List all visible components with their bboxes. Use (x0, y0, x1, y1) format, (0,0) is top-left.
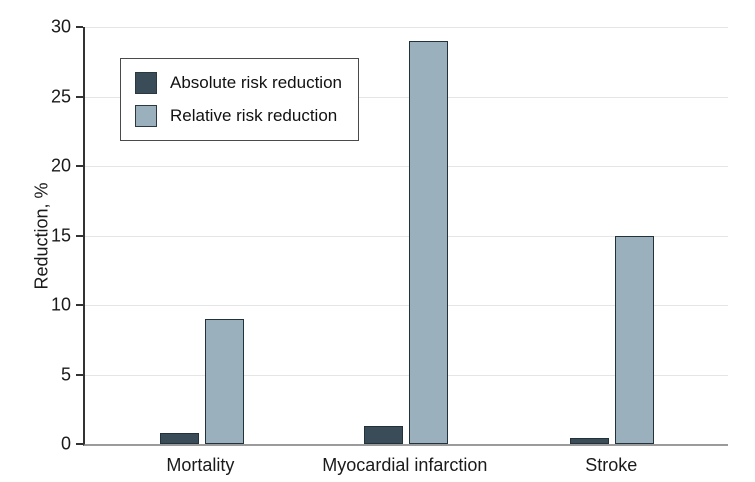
legend-entry-relative: Relative risk reduction (135, 105, 342, 127)
gridline (85, 374, 728, 376)
bar-absolute-stroke (569, 438, 609, 444)
gridline (85, 305, 728, 307)
bar-absolute-mortality (160, 432, 200, 444)
x-label-mortality: Mortality (166, 455, 235, 475)
y-tick-mark (76, 373, 83, 376)
legend-label-relative: Relative risk reduction (170, 106, 338, 125)
y-tick-mark (76, 234, 83, 237)
bar-relative-stroke (614, 235, 654, 444)
legend-swatch-absolute (135, 72, 157, 94)
gridline (85, 166, 728, 168)
legend-entry-absolute: Absolute risk reduction (135, 72, 342, 94)
y-tick-label: 0 (60, 433, 71, 454)
gridline (85, 96, 728, 98)
bar-relative-myocardial-infarction (408, 40, 448, 444)
bar-absolute-myocardial-infarction (363, 425, 403, 444)
legend-label-absolute: Absolute risk reduction (170, 73, 342, 92)
bar-relative-mortality (205, 318, 245, 444)
y-tick-label: 30 (50, 16, 71, 37)
y-tick-label: 25 (50, 86, 71, 106)
legend: Absolute risk reduction Relative risk re… (120, 58, 359, 141)
x-label-stroke: Stroke (585, 455, 638, 475)
y-tick-label: 5 (60, 364, 71, 385)
plot-area: 0 5 10 15 20 25 30 Absolute risk reduction Rel… (51, 17, 728, 454)
y-tick-mark (76, 304, 83, 307)
bar-group-myocardial-infarction (363, 27, 448, 444)
x-label-myocardial-infarction: Myocardial infarction (322, 455, 488, 475)
x-axis-labels: Mortality Myocardial infarction Stroke (83, 455, 728, 479)
bar-group-stroke (569, 27, 654, 444)
y-tick-label: 15 (50, 225, 71, 245)
y-tick-mark (76, 165, 83, 168)
y-tick-mark (76, 26, 83, 28)
y-tick-label: 20 (50, 155, 71, 176)
y-tick-mark (76, 443, 83, 445)
legend-swatch-relative (135, 105, 157, 127)
bar-group-mortality (160, 27, 245, 444)
gridline (85, 27, 728, 28)
y-tick-label: 10 (50, 294, 71, 315)
gridline (85, 235, 728, 237)
y-tick-mark (76, 95, 83, 98)
